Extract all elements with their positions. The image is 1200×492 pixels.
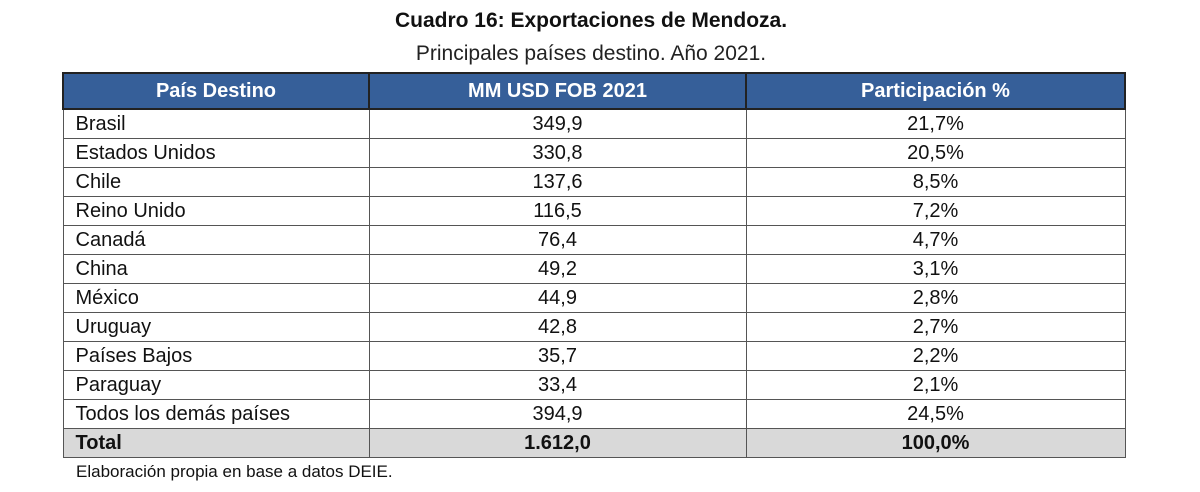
table-cell: Brasil bbox=[62, 108, 370, 139]
table-cell: Reino Unido bbox=[62, 196, 370, 226]
column-header: Participación % bbox=[745, 72, 1126, 110]
table-cell: China bbox=[62, 254, 370, 284]
table-cell: 20,5% bbox=[745, 138, 1126, 168]
table-cell: 2,7% bbox=[745, 312, 1126, 342]
table-cell: Chile bbox=[62, 167, 370, 197]
export-table: País Destino MM USD FOB 2021 Participación… bbox=[62, 72, 1126, 458]
table-cell: 349,9 bbox=[368, 108, 747, 139]
table-cell: 2,8% bbox=[745, 283, 1126, 313]
table-row: México 44,9 2,8% bbox=[62, 283, 1126, 313]
footnote: Elaboración propia en base a datos DEIE. bbox=[76, 462, 393, 481]
table-cell: México bbox=[62, 283, 370, 313]
table-cell: 7,2% bbox=[745, 196, 1126, 226]
total-cell: Total bbox=[62, 428, 370, 458]
table-cell: Canadá bbox=[62, 225, 370, 255]
table-body: Brasil 349,9 21,7% Estados Unidos 330,8 20,5%… bbox=[62, 108, 1126, 458]
table-cell: 394,9 bbox=[368, 399, 747, 429]
table-row: Canadá 76,4 4,7% bbox=[62, 225, 1126, 255]
table-row: Paraguay 33,4 2,1% bbox=[62, 370, 1126, 400]
table-row: Chile 137,6 8,5% bbox=[62, 167, 1126, 197]
table-cell: Paraguay bbox=[62, 370, 370, 400]
column-header: MM USD FOB 2021 bbox=[368, 72, 747, 110]
table-cell: 21,7% bbox=[745, 108, 1126, 139]
table-cell: 8,5% bbox=[745, 167, 1126, 197]
total-row: Total 1.612,0 100,0% bbox=[62, 428, 1126, 458]
total-cell: 1.612,0 bbox=[368, 428, 747, 458]
table-cell: 24,5% bbox=[745, 399, 1126, 429]
table-row: Brasil 349,9 21,7% bbox=[62, 108, 1126, 139]
table-cell: 2,2% bbox=[745, 341, 1126, 371]
table-cell: Países Bajos bbox=[62, 341, 370, 371]
table-cell: 3,1% bbox=[745, 254, 1126, 284]
column-header: País Destino bbox=[62, 72, 370, 110]
header-row: País Destino MM USD FOB 2021 Participación… bbox=[62, 72, 1126, 110]
table-row: Países Bajos 35,7 2,2% bbox=[62, 341, 1126, 371]
table-cell: 44,9 bbox=[368, 283, 747, 313]
table-cell: 116,5 bbox=[368, 196, 747, 226]
table-cell: 49,2 bbox=[368, 254, 747, 284]
table-row: China 49,2 3,1% bbox=[62, 254, 1126, 284]
table-cell: 2,1% bbox=[745, 370, 1126, 400]
table-cell: 42,8 bbox=[368, 312, 747, 342]
table-cell: Estados Unidos bbox=[62, 138, 370, 168]
title: Cuadro 16: Exportaciones de Mendoza. bbox=[394, 9, 788, 32]
total-cell: 100,0% bbox=[745, 428, 1126, 458]
table-cell: 35,7 bbox=[368, 341, 747, 371]
table-cell: 76,4 bbox=[368, 225, 747, 255]
table-cell: 33,4 bbox=[368, 370, 747, 400]
table-cell: Todos los demás países bbox=[62, 399, 370, 429]
table-row: Uruguay 42,8 2,7% bbox=[62, 312, 1126, 342]
table-cell: 4,7% bbox=[745, 225, 1126, 255]
table-row: Estados Unidos 330,8 20,5% bbox=[62, 138, 1126, 168]
table-cell: 330,8 bbox=[368, 138, 747, 168]
table-row: Todos los demás países 394,9 24,5% bbox=[62, 399, 1126, 429]
subtitle: Principales países destino. Año 2021. bbox=[415, 42, 767, 65]
table-cell: Uruguay bbox=[62, 312, 370, 342]
table-cell: 137,6 bbox=[368, 167, 747, 197]
table-row: Reino Unido 116,5 7,2% bbox=[62, 196, 1126, 226]
